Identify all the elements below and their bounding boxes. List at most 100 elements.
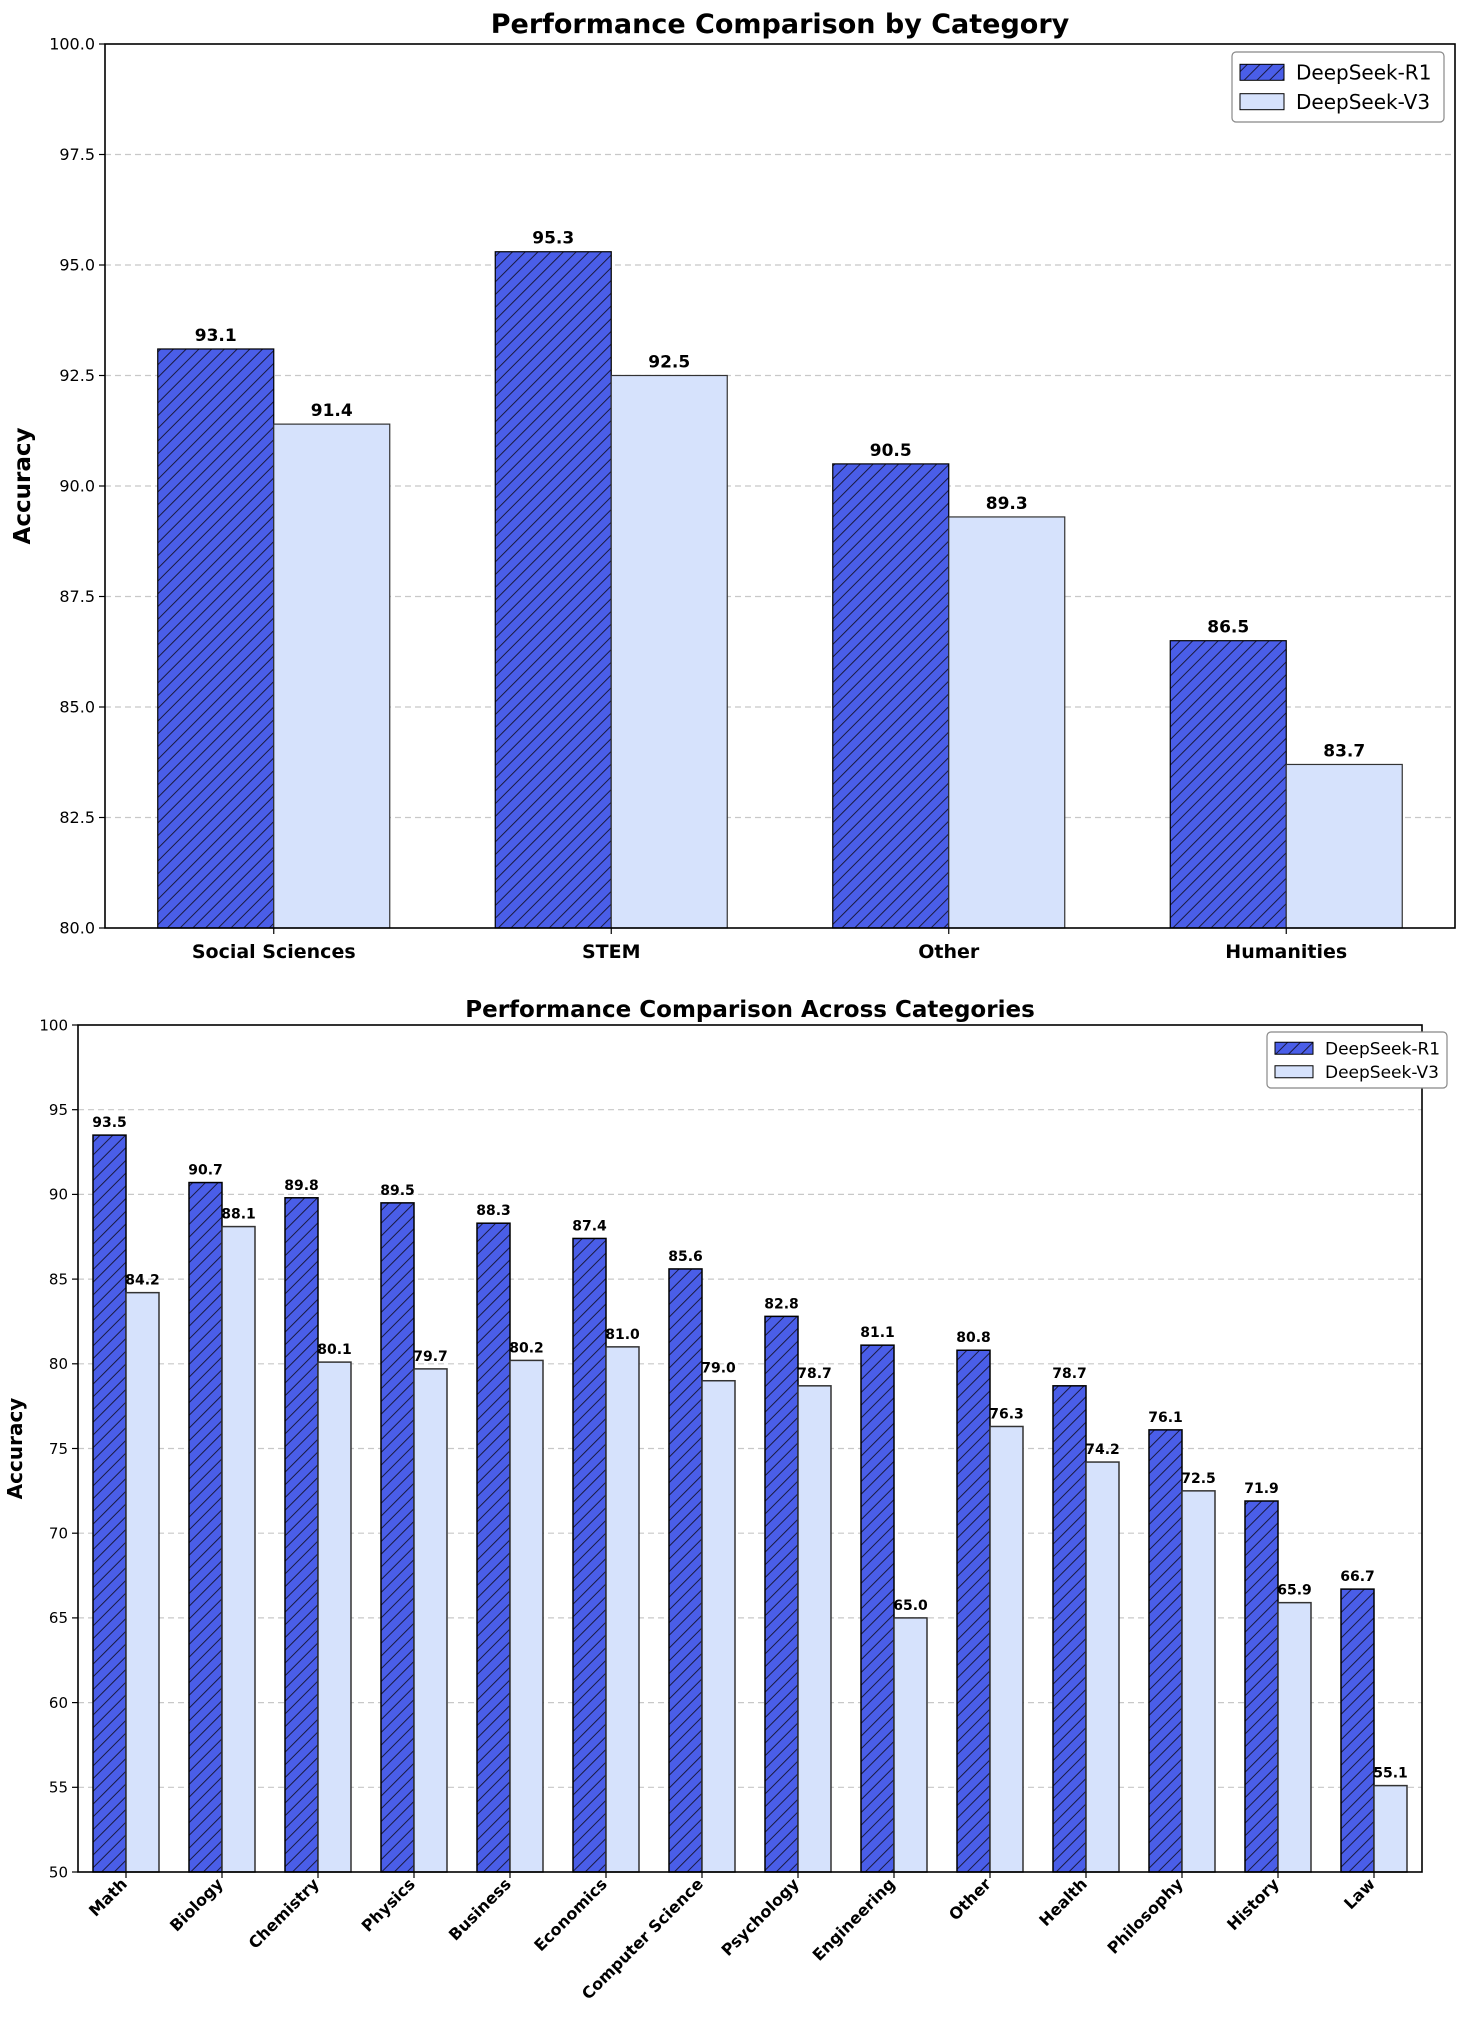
- data-label: 82.8: [764, 1296, 799, 1312]
- y-tick-label: 100: [39, 1016, 68, 1034]
- y-tick-label: 60: [49, 1694, 68, 1712]
- y-tick-label: 82.5: [59, 808, 95, 827]
- legend-swatch-deepseek-v3: [1274, 1065, 1314, 1079]
- data-label: 66.7: [1340, 1569, 1375, 1585]
- bar-deepseek-v3-social-sciences: [273, 423, 391, 929]
- legend-box: [1231, 51, 1445, 123]
- data-label: 80.1: [317, 1342, 352, 1358]
- y-tick-label: 85: [49, 1270, 68, 1288]
- x-tick-label: Psychology: [718, 1874, 804, 1960]
- data-label: 76.1: [1148, 1410, 1183, 1426]
- bar-deepseek-r1-social-sciences: [157, 348, 275, 929]
- data-label: 81.0: [605, 1327, 640, 1343]
- data-label: 89.5: [380, 1183, 415, 1199]
- y-tick-label: 92.5: [59, 366, 95, 385]
- data-label: 92.5: [648, 353, 690, 373]
- bar-deepseek-r1-chemistry: [284, 1197, 319, 1873]
- bar-deepseek-v3-biology: [221, 1225, 256, 1873]
- data-label: 88.3: [476, 1203, 511, 1219]
- x-tick-label: Physics: [358, 1874, 419, 1935]
- x-tick-label: Economics: [530, 1874, 611, 1955]
- legend: DeepSeek-R1 DeepSeek-V3: [1231, 51, 1445, 123]
- data-label: 76.3: [989, 1406, 1024, 1422]
- x-tick-label: History: [1223, 1874, 1283, 1934]
- y-tick-label: 55: [49, 1779, 68, 1797]
- data-label: 74.2: [1085, 1442, 1120, 1458]
- plot-frame: [77, 1024, 1423, 1873]
- data-label: 79.7: [413, 1349, 448, 1365]
- data-label: 80.8: [956, 1330, 991, 1346]
- bar-deepseek-r1-business: [476, 1222, 511, 1873]
- x-tick-label: Law: [1340, 1874, 1379, 1913]
- bar-deepseek-v3-math: [125, 1291, 160, 1873]
- data-label: 84.2: [125, 1273, 160, 1289]
- bar-deepseek-v3-psychology: [797, 1385, 832, 1873]
- bar-deepseek-v3-history: [1277, 1601, 1312, 1873]
- y-tick-label: 65: [49, 1609, 68, 1627]
- x-tick-label: Biology: [166, 1874, 227, 1935]
- bar-deepseek-r1-law: [1340, 1588, 1375, 1873]
- y-tick-label: 85.0: [59, 698, 95, 717]
- bar-deepseek-v3-other: [948, 516, 1066, 929]
- x-tick-label: Chemistry: [245, 1874, 324, 1953]
- bar-deepseek-v3-humanities: [1285, 763, 1403, 929]
- data-label: 87.4: [572, 1218, 607, 1234]
- y-tick-label: 87.5: [59, 587, 95, 606]
- y-tick-label: 75: [49, 1440, 68, 1458]
- x-tick-label: Other: [945, 1874, 995, 1924]
- bar-deepseek-r1-humanities: [1169, 640, 1287, 929]
- legend: DeepSeek-R1 DeepSeek-V3: [1266, 1031, 1448, 1089]
- bar-deepseek-v3-physics: [413, 1368, 448, 1873]
- x-tick-label: Other: [918, 941, 980, 963]
- y-tick-label: 95.0: [59, 256, 95, 275]
- y-tick-label: 100.0: [49, 35, 95, 54]
- data-label: 79.0: [701, 1361, 736, 1377]
- legend-swatch-deepseek-v3: [1239, 93, 1285, 111]
- data-label: 78.7: [1052, 1366, 1087, 1382]
- bar-deepseek-r1-other: [956, 1349, 991, 1873]
- bar-deepseek-v3-law: [1373, 1784, 1408, 1873]
- y-tick-label: 70: [49, 1524, 68, 1542]
- data-label: 90.5: [870, 441, 912, 461]
- data-label: 95.3: [532, 229, 574, 249]
- data-label: 89.3: [986, 494, 1028, 514]
- y-tick-label: 80.0: [59, 919, 95, 938]
- x-tick-label: Philosophy: [1103, 1874, 1187, 1958]
- x-tick-label: Math: [85, 1874, 131, 1920]
- bar-deepseek-v3-computer-science: [701, 1379, 736, 1873]
- data-label: 88.1: [221, 1207, 256, 1223]
- bar-deepseek-r1-engineering: [860, 1344, 895, 1873]
- y-tick-label: 90: [49, 1186, 68, 1204]
- x-tick-label: Engineering: [809, 1874, 899, 1964]
- legend-swatch-deepseek-r1: [1274, 1041, 1314, 1055]
- legend-label: DeepSeek-R1: [1296, 61, 1431, 85]
- chart-title: Performance Comparison by Category: [491, 9, 1070, 40]
- data-label: 72.5: [1181, 1471, 1216, 1487]
- bar-deepseek-r1-economics: [572, 1237, 607, 1873]
- legend-label: DeepSeek-R1: [1325, 1039, 1440, 1059]
- data-label: 65.9: [1277, 1583, 1312, 1599]
- data-label: 71.9: [1244, 1481, 1279, 1497]
- y-tick-label: 95: [49, 1101, 68, 1119]
- x-tick-label: Humanities: [1225, 941, 1347, 963]
- chart-2: 50 55 60 65 70 75 80 85 90 95 100 93.5 84.2 Math 90.7 8…: [3, 997, 1448, 2003]
- bar-deepseek-v3-health: [1085, 1461, 1120, 1873]
- data-label: 85.6: [668, 1249, 703, 1265]
- data-label: 65.0: [893, 1598, 928, 1614]
- data-label: 83.7: [1323, 741, 1365, 761]
- legend-swatch-deepseek-r1: [1239, 63, 1285, 81]
- bar-deepseek-r1-other: [832, 463, 950, 929]
- bar-deepseek-v3-chemistry: [317, 1361, 352, 1873]
- bar-deepseek-r1-stem: [494, 251, 612, 929]
- bar-deepseek-r1-biology: [188, 1181, 223, 1873]
- bar-deepseek-v3-philosophy: [1181, 1490, 1216, 1873]
- legend-label: DeepSeek-V3: [1296, 90, 1430, 114]
- data-label: 78.7: [797, 1366, 832, 1382]
- x-tick-label: Health: [1035, 1874, 1091, 1930]
- y-tick-label: 80: [49, 1355, 68, 1373]
- data-label: 89.8: [284, 1178, 319, 1194]
- data-label: 93.1: [195, 326, 237, 346]
- bar-deepseek-r1-math: [92, 1134, 127, 1873]
- plot-frame: [104, 43, 1456, 929]
